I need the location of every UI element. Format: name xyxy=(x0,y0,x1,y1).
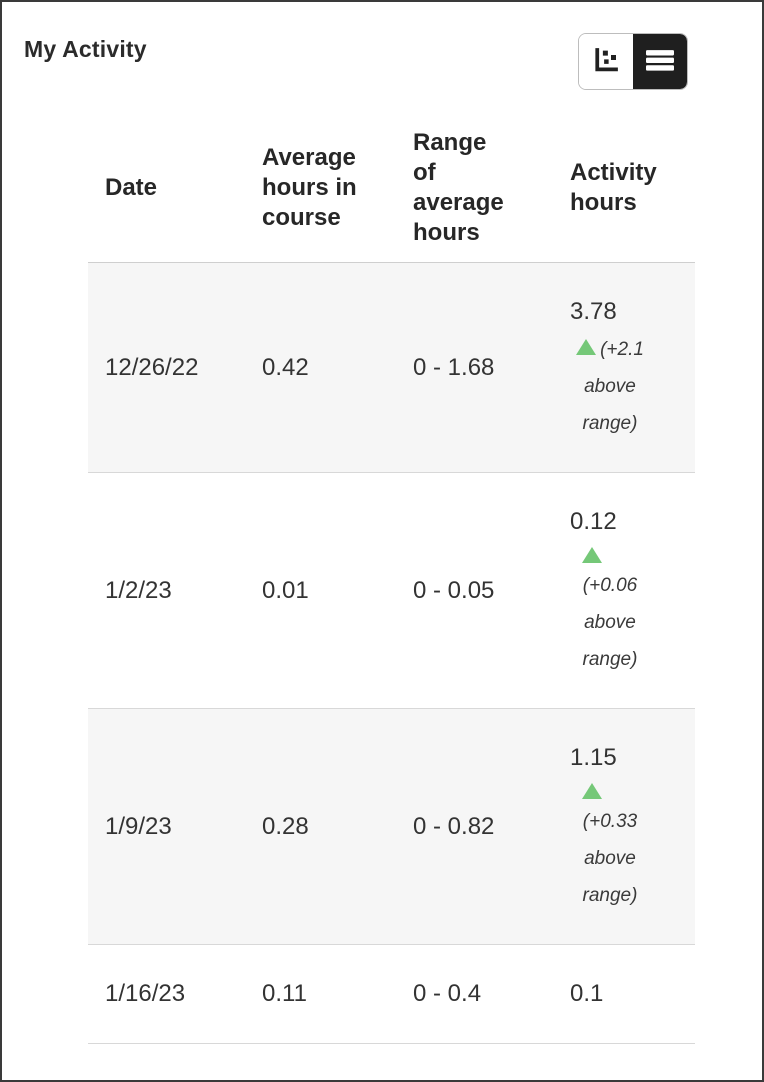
avg-hours-cell: 0.28 xyxy=(245,708,396,945)
view-toggle-group xyxy=(578,33,688,90)
activity-table: Date Average hours in course Range of av… xyxy=(88,114,695,1044)
table-row: 1/9/23 0.28 0 - 0.82 1.15 (+0.33 above r… xyxy=(88,708,695,945)
list-icon xyxy=(646,46,674,77)
activity-hours-cell: 3.78 (+2.1 above range) xyxy=(553,262,695,473)
activity-hours-value: 3.78 xyxy=(570,298,617,325)
range-cell: 0 - 0.4 xyxy=(396,944,553,1044)
above-range-indicator: (+0.06 above range) xyxy=(570,547,650,678)
range-cell: 0 - 0.05 xyxy=(396,472,553,709)
activity-hours-value: 0.12 xyxy=(570,508,617,535)
date-cell: 1/16/23 xyxy=(88,944,245,1044)
indicator-text: (+2.1 above range) xyxy=(582,339,644,434)
activity-hours-value: 0.1 xyxy=(570,980,604,1007)
page-title: My Activity xyxy=(24,36,147,62)
avg-hours-cell: 0.11 xyxy=(245,944,396,1044)
column-header-date: Date xyxy=(88,114,245,263)
column-header-activity-hours: Activity hours xyxy=(553,114,695,263)
table-row: 1/2/23 0.01 0 - 0.05 0.12 (+0.06 above r… xyxy=(88,472,695,709)
range-cell: 0 - 1.68 xyxy=(396,262,553,473)
scatter-chart-icon xyxy=(591,45,621,78)
column-header-average-hours: Average hours in course xyxy=(245,114,396,263)
date-cell: 12/26/22 xyxy=(88,262,245,473)
activity-hours-cell: 0.1 xyxy=(553,944,695,1044)
column-header-range: Range of average hours xyxy=(396,114,553,263)
activity-hours-cell: 1.15 (+0.33 above range) xyxy=(553,708,695,945)
table-view-button[interactable] xyxy=(633,34,687,89)
above-range-indicator: (+2.1 above range) xyxy=(570,331,650,442)
up-triangle-icon xyxy=(576,339,597,355)
up-triangle-icon xyxy=(582,547,602,563)
range-cell: 0 - 0.82 xyxy=(396,708,553,945)
indicator-text: (+0.06 above range) xyxy=(582,575,638,670)
date-cell: 1/9/23 xyxy=(88,708,245,945)
activity-hours-value: 1.15 xyxy=(570,744,617,771)
table-row: 12/26/22 0.42 0 - 1.68 3.78 (+2.1 above … xyxy=(88,262,695,473)
header-row: Date Average hours in course Range of av… xyxy=(88,114,695,263)
chart-view-button[interactable] xyxy=(579,34,633,89)
activity-table-container: Date Average hours in course Range of av… xyxy=(88,114,695,1044)
activity-hours-cell: 0.12 (+0.06 above range) xyxy=(553,472,695,709)
above-range-indicator: (+0.33 above range) xyxy=(570,783,650,914)
up-triangle-icon xyxy=(582,783,602,799)
date-cell: 1/2/23 xyxy=(88,472,245,709)
table-row: 1/16/23 0.11 0 - 0.4 0.1 xyxy=(88,944,695,1044)
avg-hours-cell: 0.42 xyxy=(245,262,396,473)
avg-hours-cell: 0.01 xyxy=(245,472,396,709)
indicator-text: (+0.33 above range) xyxy=(582,811,638,906)
